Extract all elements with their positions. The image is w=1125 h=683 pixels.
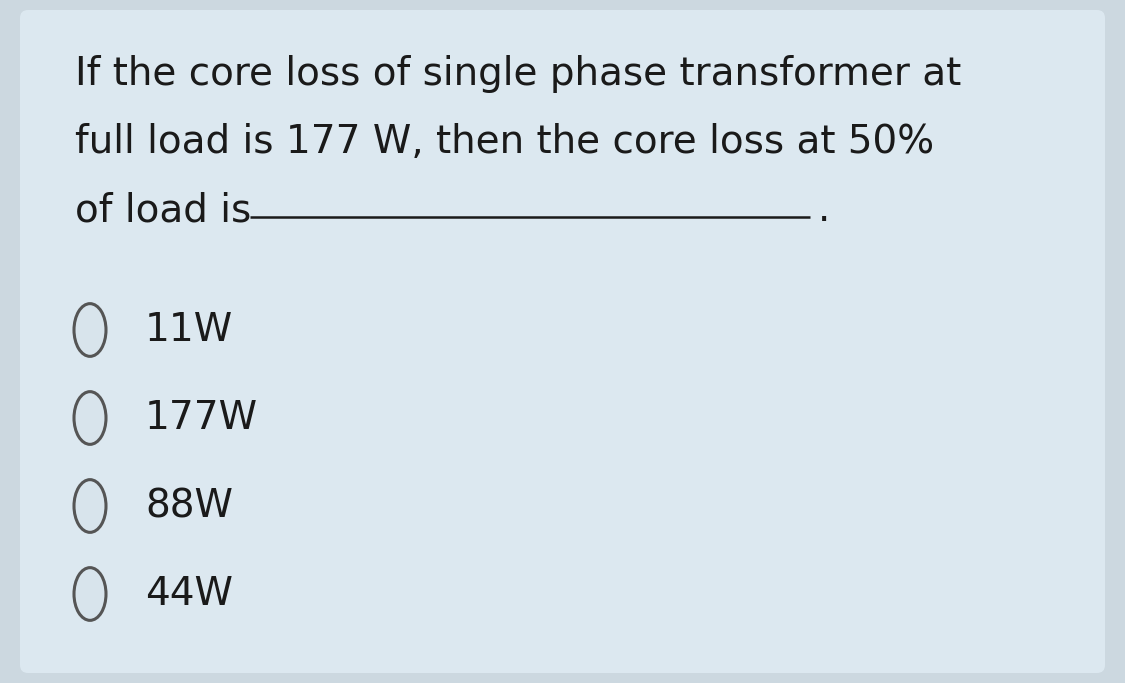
Text: If the core loss of single phase transformer at: If the core loss of single phase transfo… (75, 55, 961, 93)
Text: 88W: 88W (145, 487, 233, 525)
Text: of load is: of load is (75, 191, 251, 229)
Text: full load is 177 W, then the core loss at 50%: full load is 177 W, then the core loss a… (75, 123, 934, 161)
FancyBboxPatch shape (20, 10, 1105, 673)
Text: .: . (818, 191, 830, 229)
Ellipse shape (74, 391, 106, 445)
Text: 177W: 177W (145, 399, 258, 437)
Ellipse shape (74, 568, 106, 620)
Ellipse shape (74, 304, 106, 357)
Text: 11W: 11W (145, 311, 233, 349)
Text: 44W: 44W (145, 575, 233, 613)
Ellipse shape (74, 479, 106, 532)
